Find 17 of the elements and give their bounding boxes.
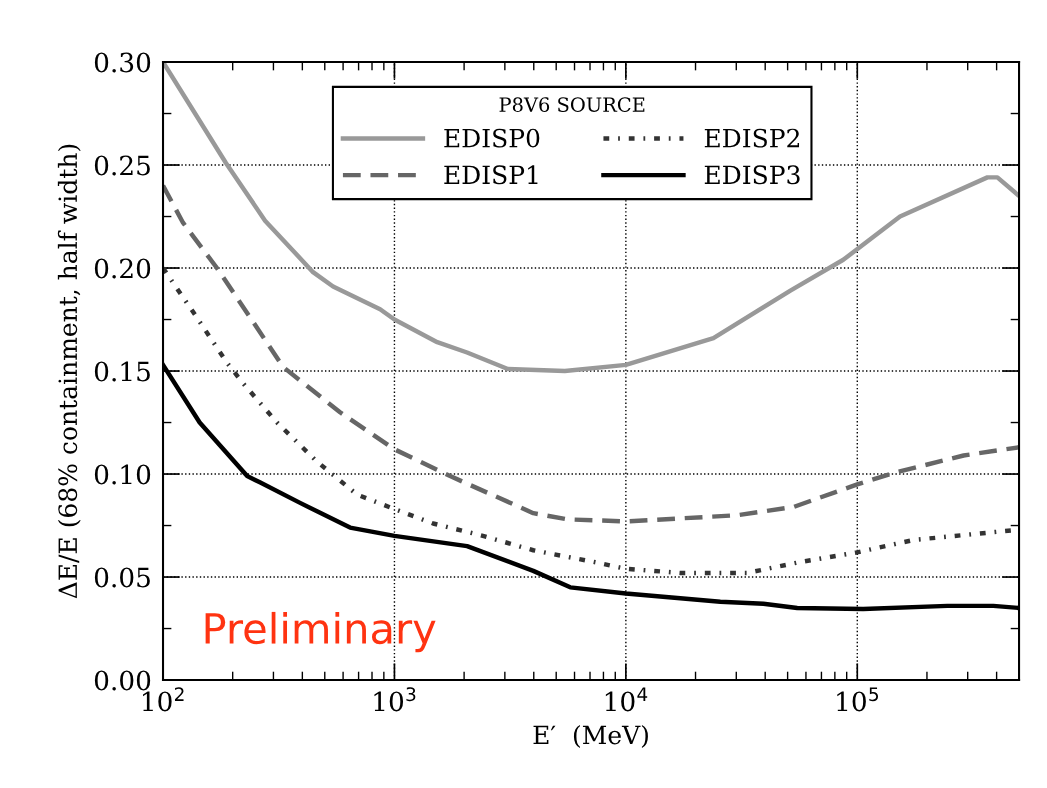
x-tick-label: 10$^{5}$ xyxy=(837,687,879,712)
x-tick-label: 10$^{4}$ xyxy=(605,687,648,712)
legend-label: EDISP1 xyxy=(444,165,538,185)
annotation: Preliminary xyxy=(205,611,436,653)
legend-title: P8V6 SOURCE xyxy=(499,97,645,112)
y-tick-label: 0.25 xyxy=(94,155,150,176)
x-axis-title: E′ (MeV) xyxy=(533,725,648,748)
legend-label: EDISP2 xyxy=(704,128,800,148)
y-axis-title: ΔE/E (68% containment, half width) xyxy=(57,144,81,599)
y-tick-label: 0.20 xyxy=(94,258,151,279)
y-tick-label: 0.15 xyxy=(94,361,150,382)
y-tick-label: 0.10 xyxy=(94,464,151,485)
x-tick-label: 10$^{3}$ xyxy=(374,687,416,712)
legend-label: EDISP3 xyxy=(704,165,800,185)
y-tick-label: 0.05 xyxy=(94,567,150,588)
legend-label: EDISP0 xyxy=(444,128,540,148)
y-tick-label: 0.30 xyxy=(94,52,151,73)
